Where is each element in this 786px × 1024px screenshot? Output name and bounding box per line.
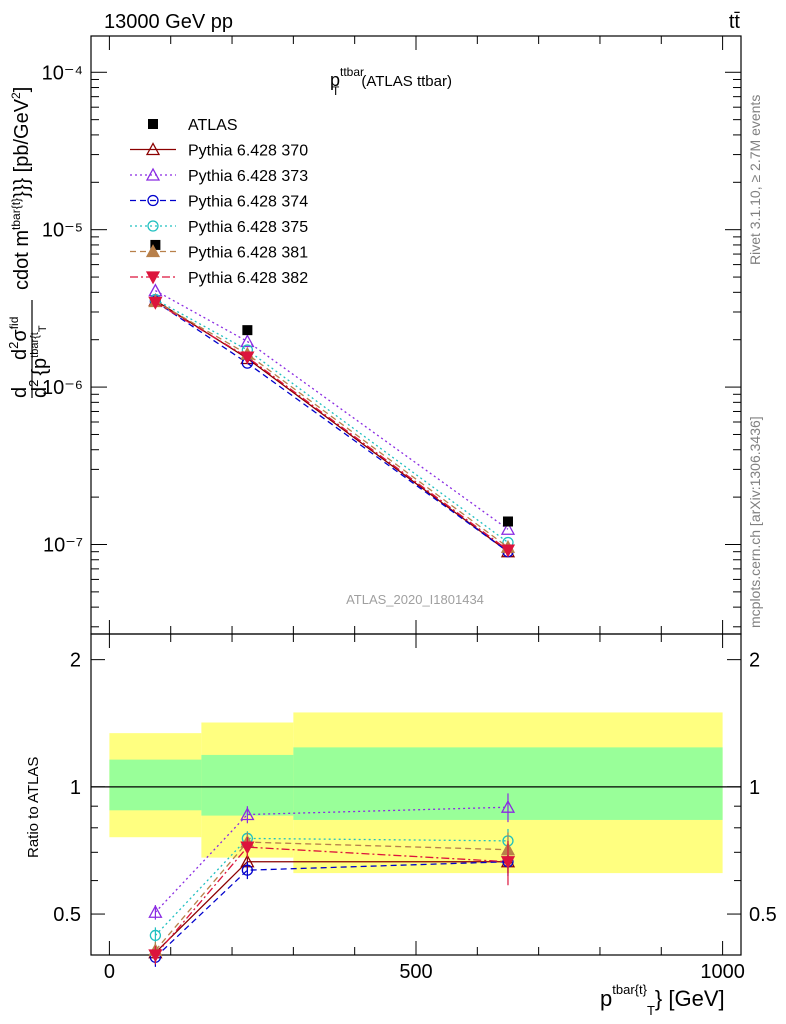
ratio-y-tick-label-right: 1	[749, 777, 760, 799]
legend-marker	[148, 119, 158, 129]
main-y-axis-label: d d2{ptbar{tT d2σfid cdot mtbar{t}}}} [p…	[6, 87, 51, 398]
ratio-data-point	[149, 929, 162, 942]
uncertainty-band-green	[109, 759, 202, 811]
ratio-data-point	[241, 864, 254, 876]
main-y-tick-label: 10⁻⁶	[42, 377, 83, 399]
main-data-point	[242, 325, 253, 336]
main-data-point	[148, 296, 163, 310]
header-energy-label: 13000 GeV pp	[104, 11, 233, 33]
main-panel: 10⁻⁷ 10⁻⁶ 10⁻⁵ 10⁻⁴ ATLAS Pythia 6.428 370 Pyt…	[42, 35, 742, 635]
legend-label: ATLAS	[188, 117, 238, 134]
ratio-data-point	[148, 949, 163, 963]
ratio-y-tick-label: 0.5	[53, 904, 81, 926]
main-data-point	[502, 516, 513, 527]
main-y-tick-label: 10⁻⁴	[42, 62, 83, 84]
legend-marker	[145, 244, 161, 258]
legend-label: Pythia 6.428 374	[188, 194, 308, 211]
legend-marker	[145, 271, 161, 285]
legend-marker	[145, 142, 161, 156]
analysis-watermark: ATLAS_2020_I1801434	[346, 592, 484, 607]
main-data-point	[500, 521, 516, 535]
x-axis-label: ptbar{t}T} [GeV]	[600, 982, 725, 1018]
svg-text:d: d	[9, 387, 31, 398]
plot-title: pttbar T(ATLAS ttbar)	[330, 65, 452, 98]
ratio-series-line	[154, 861, 509, 958]
mcplots-label: mcplots.cern.ch [arXiv:1306.3436]	[747, 416, 763, 628]
svg-text:d2σfid: d2σfid	[6, 317, 31, 360]
main-data-point	[240, 351, 255, 365]
main-series-line	[155, 298, 509, 543]
ratio-panel: 0.5 0.5 1 1 2 2 0 500 1000	[53, 633, 777, 983]
ratio-data-point	[240, 807, 255, 821]
legend-marker	[147, 220, 159, 232]
main-y-tick-label: 10⁻⁵	[42, 220, 83, 242]
main-series-line	[155, 299, 509, 553]
legend-label: Pythia 6.428 382	[188, 270, 308, 287]
ratio-data-point	[500, 799, 516, 813]
legend-marker	[145, 167, 161, 181]
ratio-data-point	[240, 841, 255, 855]
ratio-data-point	[500, 856, 516, 870]
x-tick-label: 0	[104, 961, 115, 983]
x-tick-label: 500	[399, 961, 432, 983]
main-data-point	[150, 239, 161, 250]
legend-label: Pythia 6.428 370	[188, 143, 308, 160]
legend-label: Pythia 6.428 381	[188, 245, 308, 262]
ratio-data-point	[148, 904, 163, 918]
uncertainty-band-green	[201, 754, 294, 816]
ratio-y-tick-label-right: 0.5	[749, 904, 777, 926]
main-series-line	[155, 300, 509, 553]
legend-label: Pythia 6.428 373	[188, 168, 308, 185]
legend-label: Pythia 6.428 375	[188, 219, 308, 236]
main-y-tick-label: 10⁻⁷	[43, 534, 83, 556]
main-data-point	[240, 334, 255, 348]
ratio-y-tick-label: 1	[70, 777, 81, 799]
x-tick-label: 1000	[700, 961, 745, 983]
header-process-label: tt̄	[729, 11, 741, 33]
main-series-line	[155, 290, 509, 530]
ratio-y-axis-label: Ratio to ATLAS	[25, 757, 42, 858]
ratio-series-line	[154, 846, 509, 956]
legend-marker	[147, 194, 159, 207]
main-data-point	[500, 544, 516, 558]
ratio-y-tick-label: 2	[70, 650, 81, 672]
rivet-version-label: Rivet 3.1.10, ≥ 2.7M events	[747, 95, 763, 265]
svg-text:cdot mtbar{t}}}} [pb/GeV2]: cdot mtbar{t}}}} [pb/GeV2]	[9, 87, 33, 290]
ratio-y-tick-label-right: 2	[749, 650, 760, 672]
